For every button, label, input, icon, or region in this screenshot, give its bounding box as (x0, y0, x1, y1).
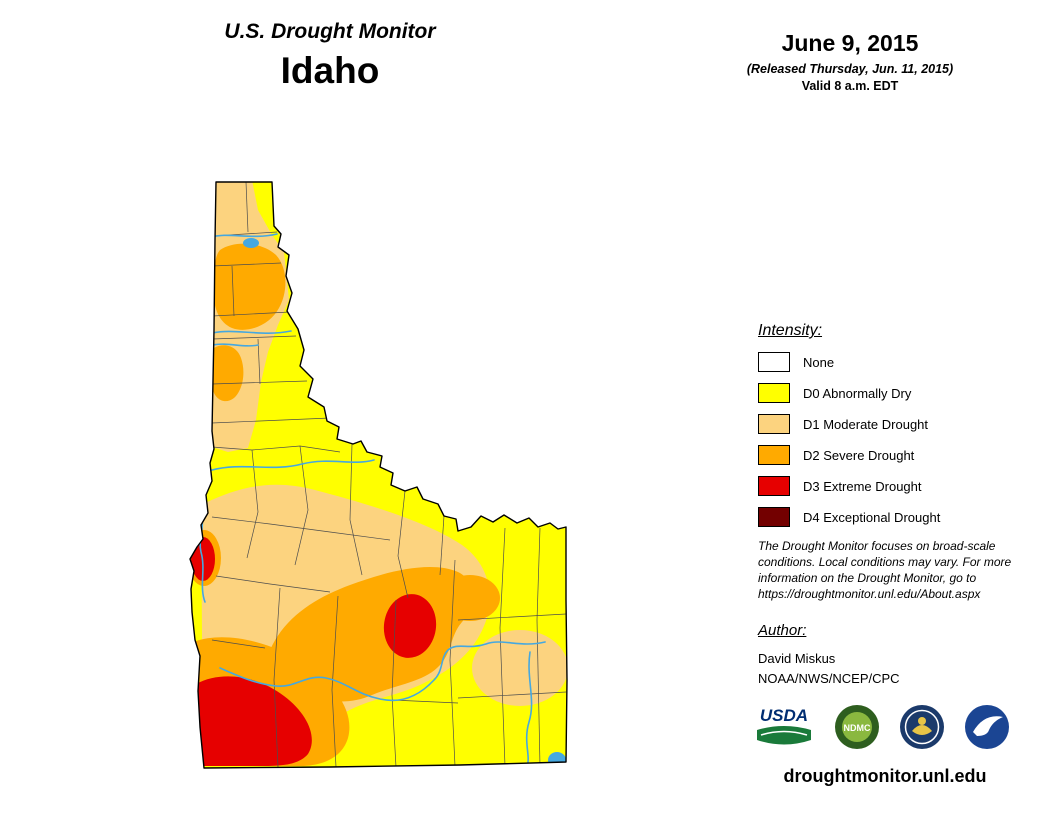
valid-time: Valid 8 a.m. EDT (801, 79, 899, 93)
site-url: droughtmonitor.unl.edu (783, 766, 987, 786)
legend-label: D2 Severe Drought (803, 447, 915, 463)
legend-heading: Intensity: (758, 322, 823, 339)
author-block: Author: David Miskus NOAA/NWS/NCEP/CPC (758, 622, 900, 689)
swatch-d1 (758, 414, 790, 434)
commerce-seal-logo (900, 705, 944, 749)
intensity-legend: Intensity: None D0 Abnormally Dry D1 Mod… (758, 322, 940, 538)
legend-label: D1 Moderate Drought (803, 416, 929, 432)
usda-logo: USDA (752, 702, 816, 752)
ndmc-logo: NDMC (835, 705, 879, 749)
ndmc-logo-text: NDMC (844, 723, 871, 733)
legend-label: D4 Exceptional Drought (803, 509, 941, 525)
legend-item-d2: D2 Severe Drought (758, 445, 940, 465)
map-date: June 9, 2015 (781, 30, 919, 56)
idaho-drought-map (189, 181, 568, 769)
usda-logo-text: USDA (760, 706, 808, 725)
legend-label: D0 Abnormally Dry (803, 385, 912, 401)
author-organization: NOAA/NWS/NCEP/CPC (758, 671, 900, 687)
agency-logos: USDA NDMC (752, 702, 1011, 752)
author-heading: Author: (758, 622, 807, 639)
disclaimer-text: The Drought Monitor focuses on broad-sca… (758, 539, 1012, 602)
legend-item-d1: D1 Moderate Drought (758, 414, 940, 434)
legend-item-d0: D0 Abnormally Dry (758, 383, 940, 403)
release-date: (Released Thursday, Jun. 11, 2015) (746, 62, 954, 76)
swatch-d2 (758, 445, 790, 465)
author-name: David Miskus (758, 651, 836, 666)
swatch-none (758, 352, 790, 372)
state-name: Idaho (280, 50, 380, 91)
report-title: U.S. Drought Monitor (224, 20, 436, 43)
swatch-d4 (758, 507, 790, 527)
legend-label: D3 Extreme Drought (803, 478, 922, 494)
lake-pend-oreille (243, 238, 259, 248)
title-block: U.S. Drought Monitor Idaho (150, 20, 510, 92)
swatch-d3 (758, 476, 790, 496)
idaho-state-outline (189, 181, 568, 769)
date-block: June 9, 2015 (Released Thursday, Jun. 11… (712, 30, 988, 93)
legend-item-none: None (758, 352, 940, 372)
legend-item-d3: D3 Extreme Drought (758, 476, 940, 496)
noaa-logo (965, 705, 1009, 749)
swatch-d0 (758, 383, 790, 403)
legend-item-d4: D4 Exceptional Drought (758, 507, 940, 527)
bear-lake (548, 752, 566, 768)
legend-label: None (803, 354, 835, 370)
county-boundaries (211, 182, 567, 768)
